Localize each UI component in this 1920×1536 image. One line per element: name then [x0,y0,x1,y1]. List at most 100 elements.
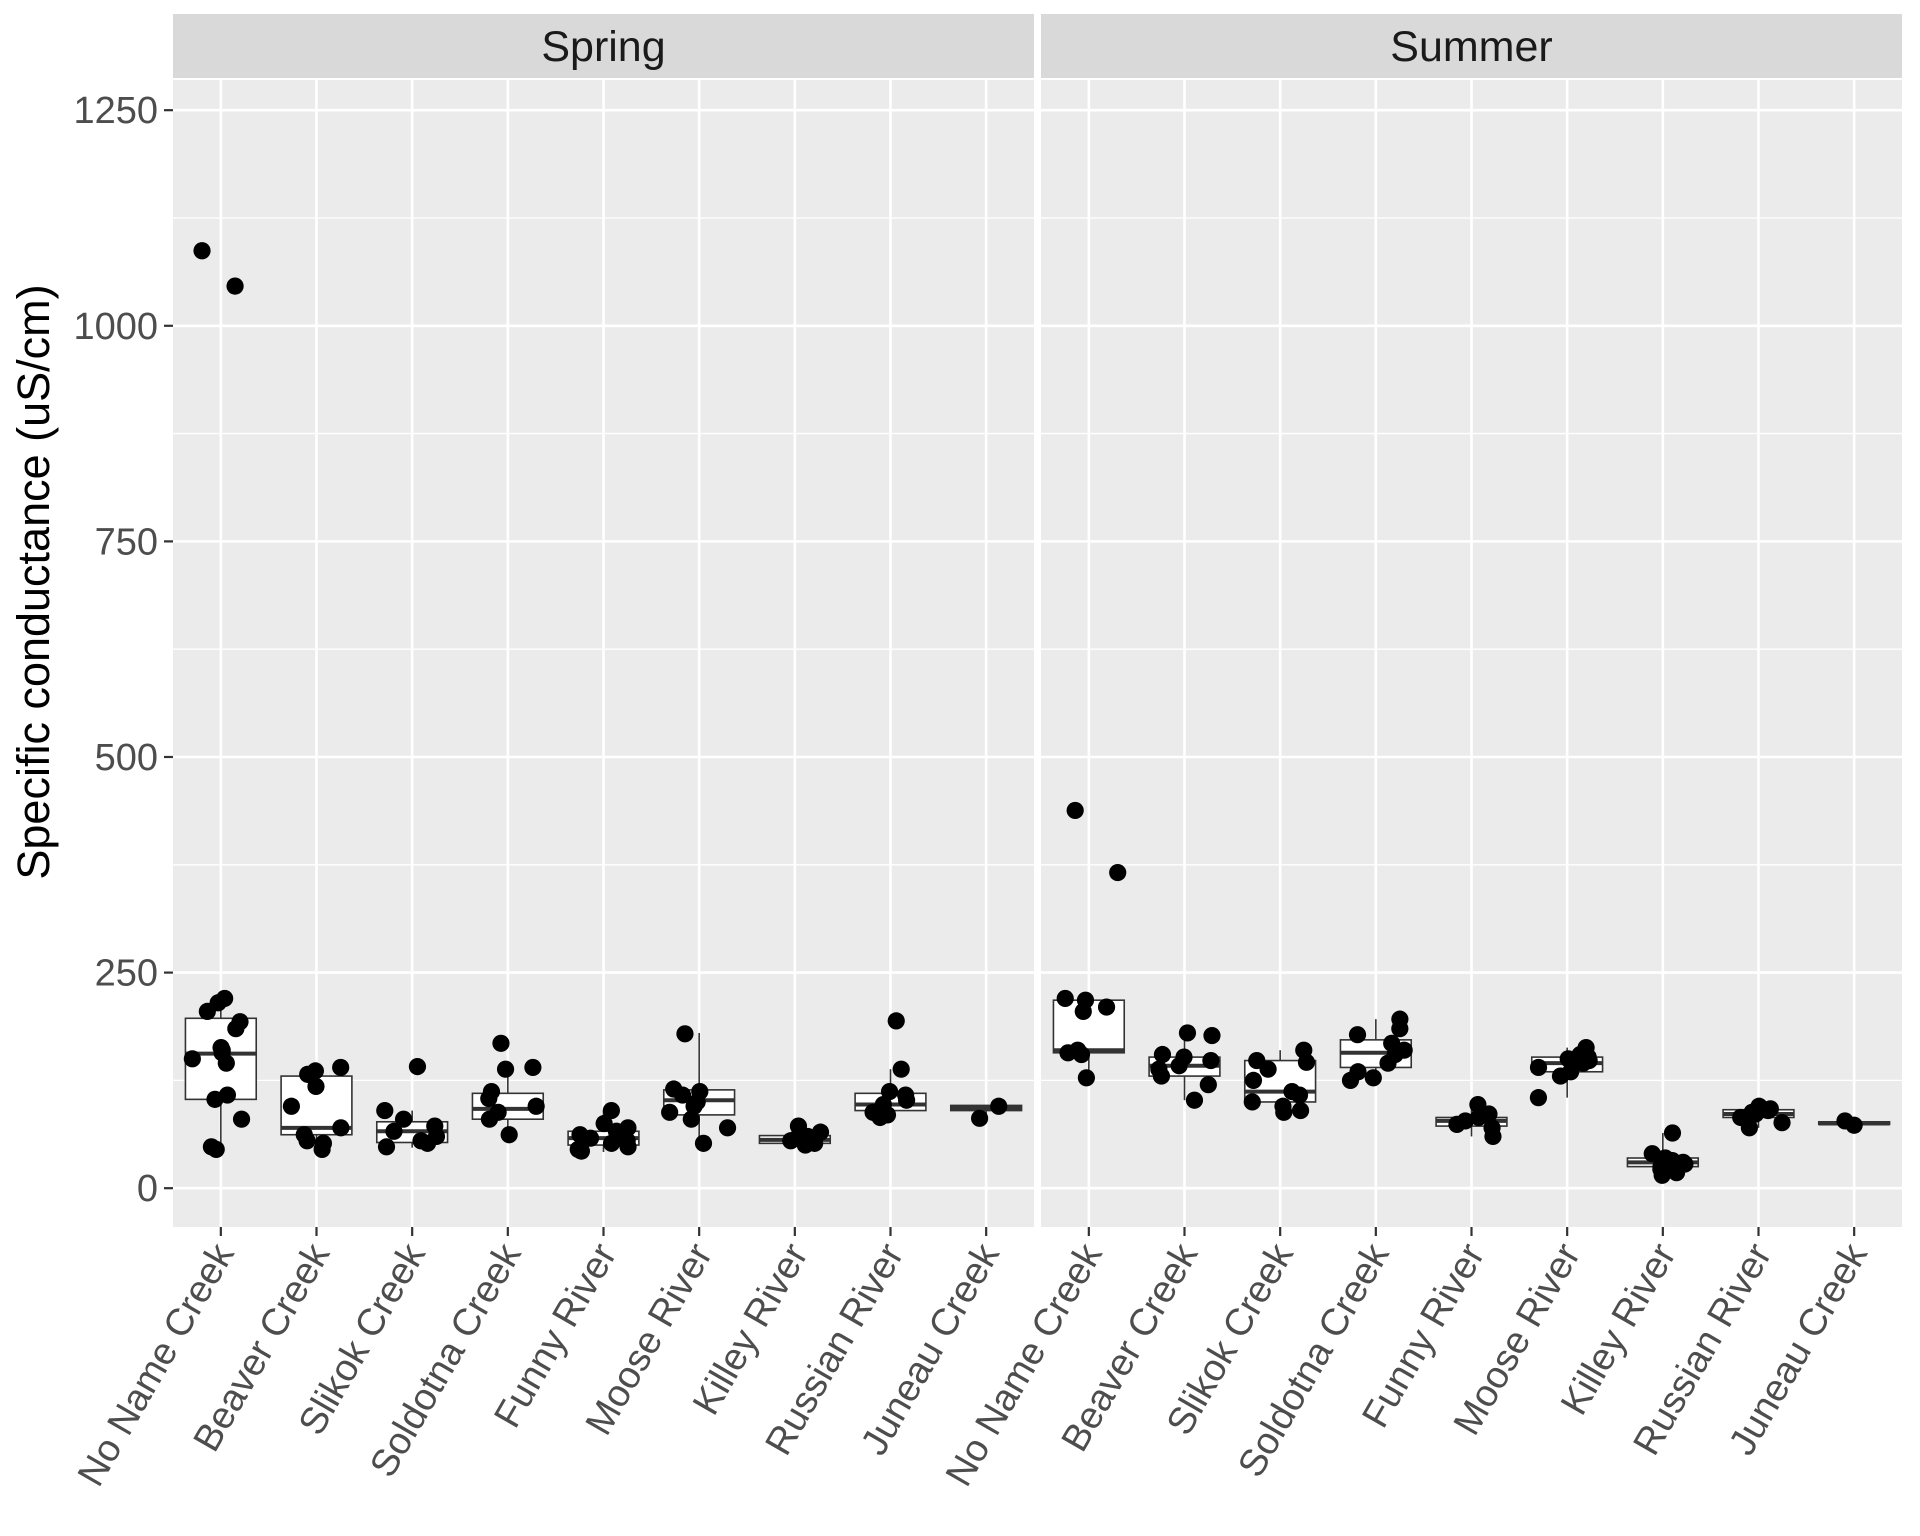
data-point [782,1132,800,1150]
data-point [1185,1091,1204,1109]
data-point [1077,1069,1095,1087]
data-point [1244,1071,1263,1089]
facet-strip-label: Spring [541,23,665,71]
data-point [1663,1124,1682,1142]
data-point [282,1097,300,1115]
data-point [332,1119,350,1137]
data-point [1056,989,1074,1008]
data-point [1275,1103,1293,1121]
y-tick-label: 0 [137,1168,158,1210]
data-point [718,1119,737,1137]
data-point [1243,1093,1261,1111]
data-point [232,1110,251,1128]
data-point [376,1101,394,1120]
data-point [685,1097,703,1115]
data-point [332,1058,350,1077]
data-point [676,1025,694,1043]
data-point [1348,1026,1367,1044]
data-point [299,1065,317,1083]
data-point [1448,1115,1466,1133]
y-tick-label: 750 [95,521,158,563]
data-point [880,1083,899,1101]
data-point [694,1134,713,1152]
data-point [298,1132,316,1150]
facet-strip [173,14,1034,78]
data-point [394,1110,413,1128]
data-point [1291,1101,1310,1120]
facet-strips: Spring Summer [173,14,1902,78]
data-point [206,1090,224,1108]
data-point [796,1136,814,1154]
data-point [377,1138,396,1156]
data-point [207,1140,225,1158]
data-point [1203,1026,1221,1045]
data-point [1109,863,1127,882]
data-point [1152,1067,1171,1085]
data-point [1746,1105,1765,1123]
data-point [307,1077,325,1096]
data-point [1574,1054,1592,1072]
data-point [871,1108,889,1127]
data-point [198,1002,216,1020]
data-point [1551,1067,1570,1085]
data-point [418,1134,437,1152]
data-point [227,1020,245,1038]
panel-backgrounds [173,80,1902,1227]
data-point [661,1103,679,1121]
data-point [193,242,211,260]
data-point [527,1097,545,1115]
data-point [1667,1164,1686,1182]
y-tick-label: 1250 [73,90,158,132]
data-point [496,1060,515,1078]
data-point [1740,1119,1758,1137]
data-point [480,1110,499,1128]
data-point [1259,1060,1277,1078]
data-point [1170,1057,1188,1075]
y-axis-title: Specific conductance (uS/cm) [8,284,59,879]
data-point [1653,1166,1671,1184]
y-tick-label: 250 [95,953,158,995]
data-point [619,1138,637,1156]
data-point [1072,1045,1091,1064]
y-tick-label: 1000 [73,306,158,348]
data-point [602,1101,620,1120]
data-point [480,1089,498,1108]
data-point [1341,1071,1360,1089]
y-tick-label: 500 [95,737,158,779]
data-point [385,1122,403,1140]
data-point [1059,1044,1077,1062]
data-point [226,277,244,295]
data-point [1202,1051,1220,1070]
data-points [183,242,1863,1184]
data-point [682,1110,700,1128]
facet-strip-label: Summer [1390,23,1552,71]
data-point [1178,1024,1197,1042]
data-point [595,1114,613,1133]
data-point [1074,1002,1092,1020]
data-point [500,1126,518,1144]
data-point [217,1054,235,1072]
data-point [1529,1058,1548,1077]
data-point [971,1109,989,1127]
data-point [1773,1114,1791,1132]
data-point [887,1012,905,1030]
data-point [1066,801,1084,820]
data-point [1470,1108,1488,1127]
data-point [313,1140,331,1158]
data-point [1559,1050,1577,1068]
data-point [1153,1045,1172,1064]
facet-strip [1041,14,1902,78]
data-point [892,1060,910,1078]
data-point [492,1034,510,1052]
data-point [1379,1054,1397,1072]
data-point [1199,1076,1217,1094]
data-point [1297,1053,1316,1071]
data-point [1529,1089,1548,1107]
data-point [602,1134,621,1152]
data-point [1391,1020,1409,1038]
data-point [408,1057,427,1076]
data-point [673,1086,692,1104]
data-point [572,1142,591,1160]
data-point [581,1129,600,1147]
